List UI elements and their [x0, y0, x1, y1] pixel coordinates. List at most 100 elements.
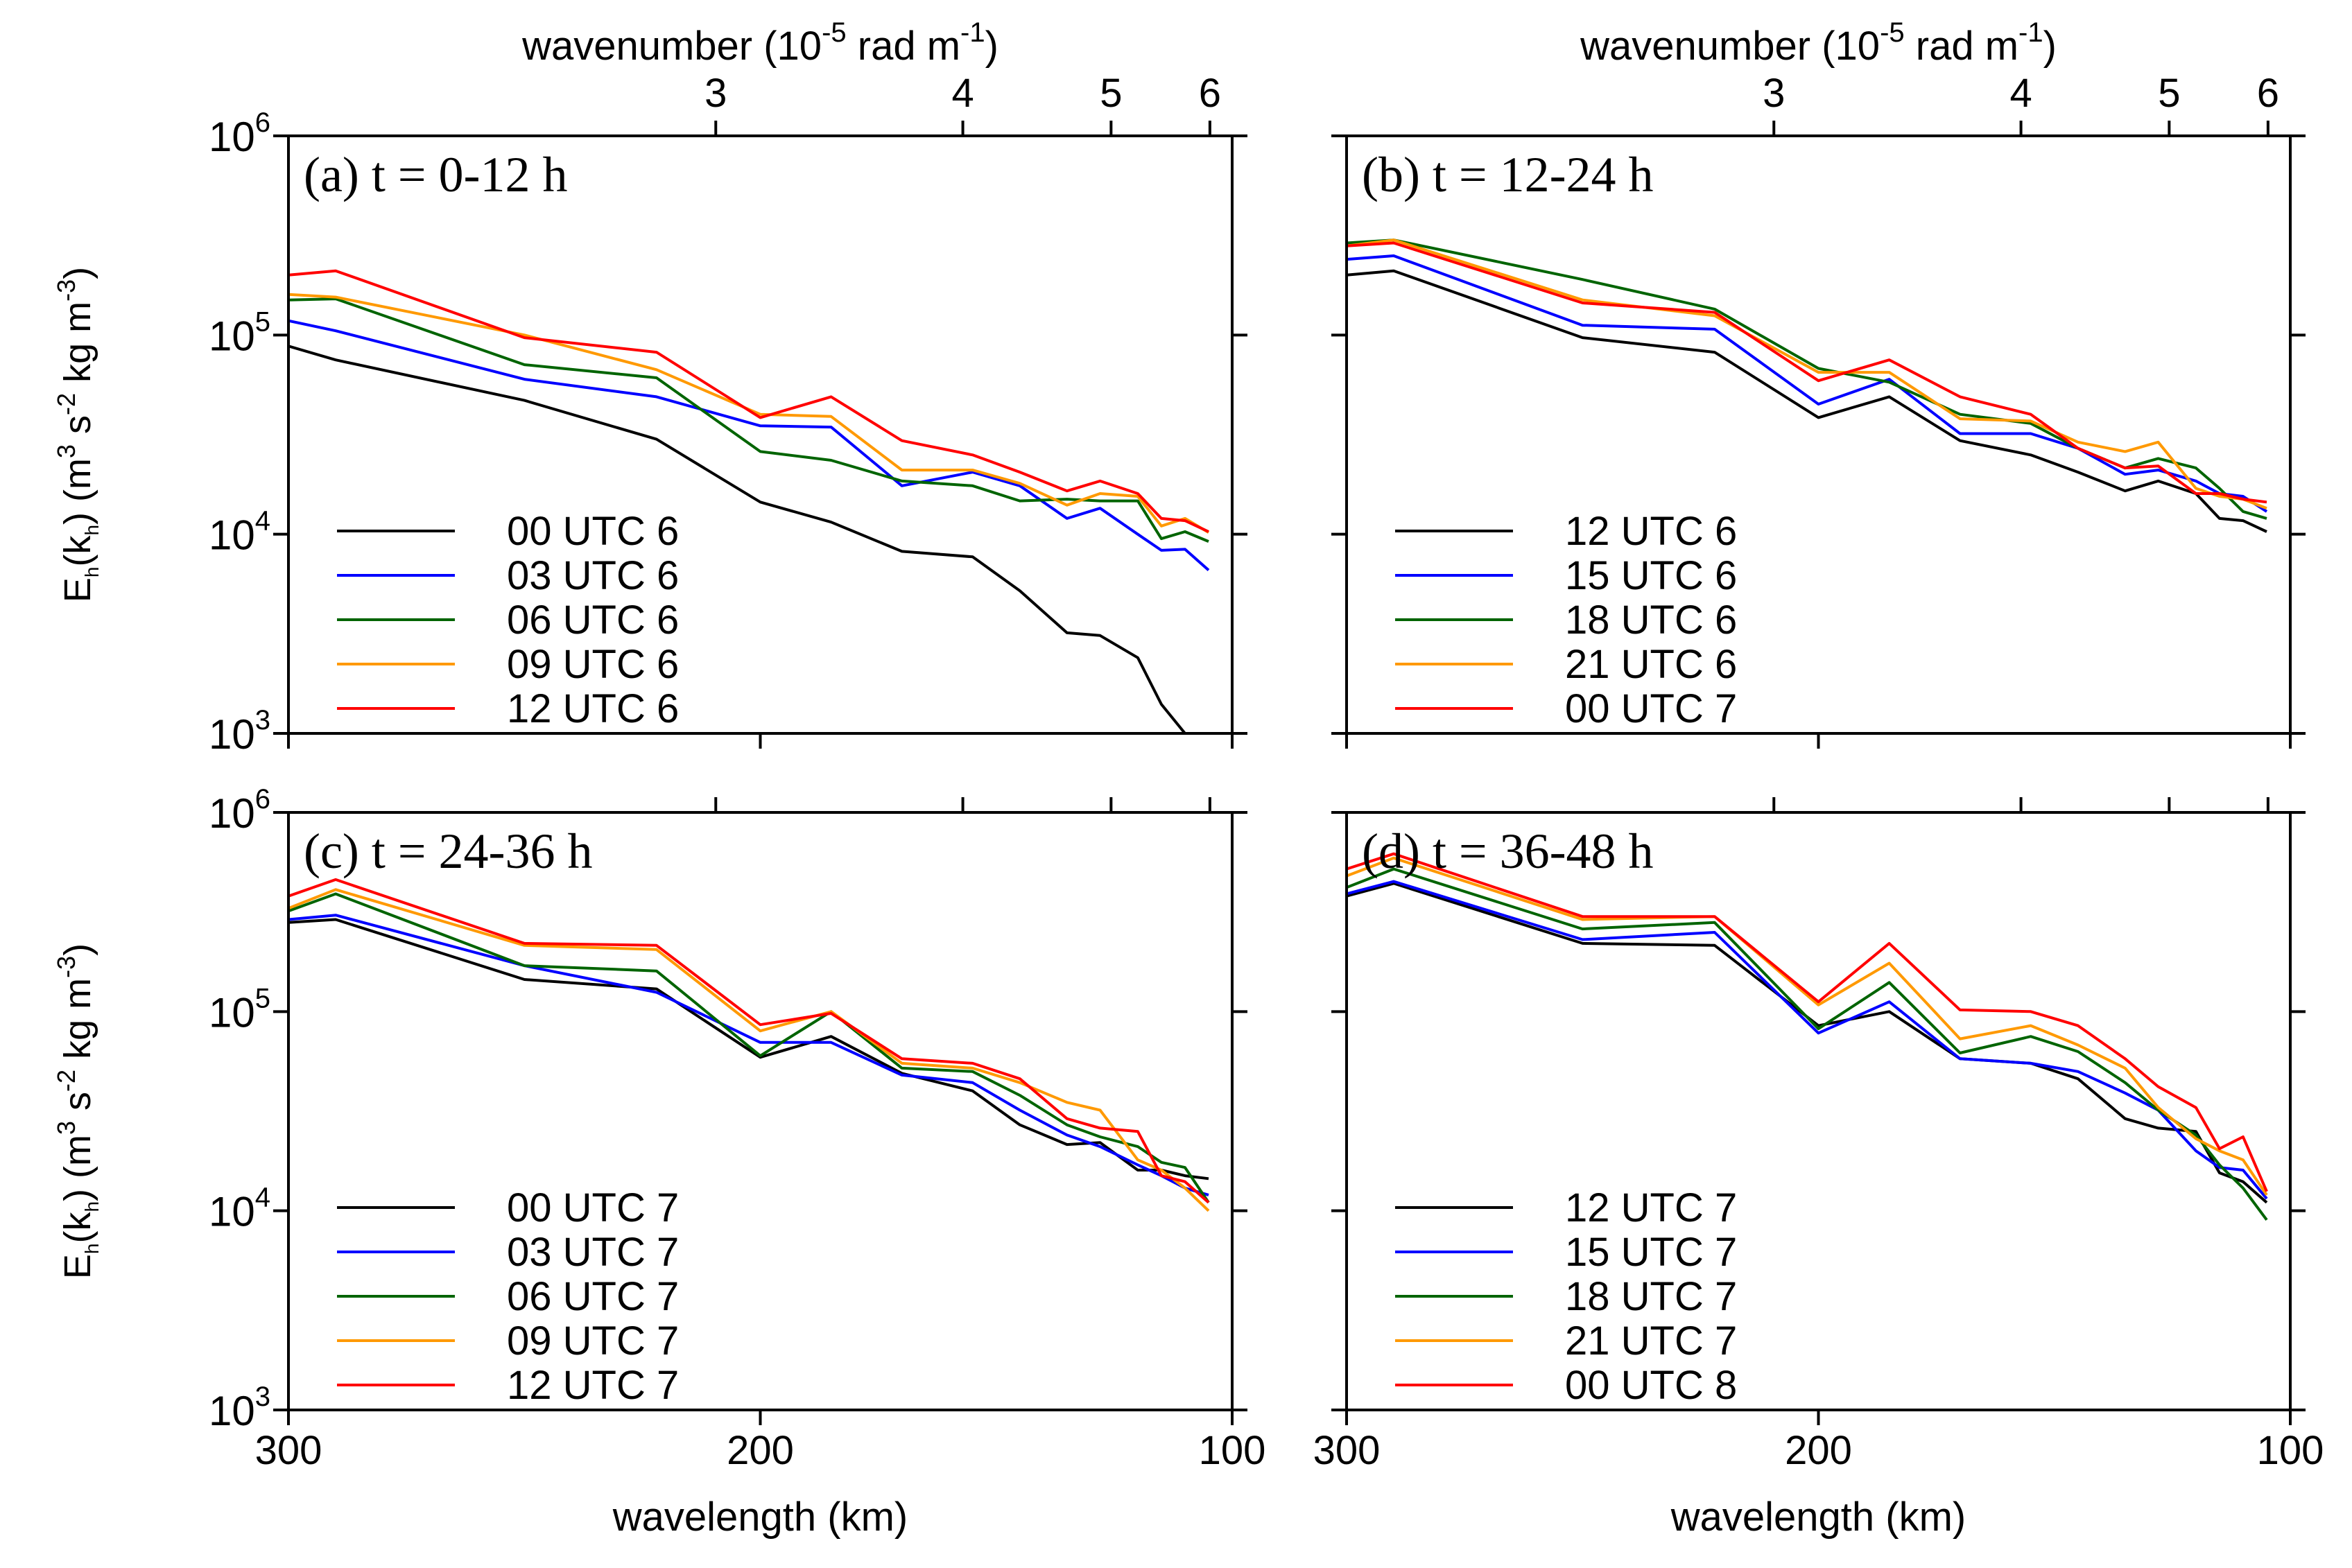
y-tick-label: 106: [209, 107, 270, 160]
panel-b: (b) t = 12-24 h 12 UTC 615 UTC 618 UTC 62…: [1331, 121, 2306, 749]
wavenumber-axis-label: wavenumber (10-5 rad m-1): [1580, 17, 2057, 69]
x-tick-label: 200: [1785, 1428, 1852, 1473]
ylab-exp: -3: [52, 956, 80, 978]
ylab-exp: 3: [52, 444, 80, 458]
series-line-5: [1347, 241, 2267, 504]
legend-label-3: 06 UTC 6: [507, 598, 679, 643]
legend-label-4: 21 UTC 7: [1565, 1318, 1737, 1364]
ylab-part: s: [57, 1092, 98, 1121]
y-tick-label: 105: [209, 306, 270, 359]
wavenumber-tick-label: 5: [1100, 71, 1122, 116]
panel-d: (d) t = 36-48 h 12 UTC 715 UTC 718 UTC 72…: [1331, 797, 2306, 1425]
ylab-exp: -2: [52, 393, 80, 415]
y-tick-exp: 6: [255, 784, 270, 815]
ylab-sub: h: [81, 525, 103, 536]
plot-frame: [1345, 134, 2292, 735]
y-axis-label: Eh(kh) (m3 s-2 kg m-3): [52, 267, 103, 602]
series-line-1: [288, 918, 1209, 1181]
series-line-3: [288, 892, 1210, 1203]
ylab-part: ): [57, 943, 98, 956]
wavenumber-tick-label: 4: [951, 71, 974, 116]
wn-label-part: rad m: [1905, 24, 2018, 69]
ylab-part: ) (m: [57, 458, 98, 525]
series-line-2: [1347, 880, 2268, 1200]
wn-label-part: ): [985, 24, 998, 69]
legend-label-2: 03 UTC 6: [507, 553, 679, 598]
legend-label-2: 15 UTC 7: [1565, 1230, 1737, 1275]
x-tick-label: 100: [2257, 1428, 2324, 1473]
legend-label-1: 00 UTC 7: [507, 1185, 679, 1230]
ylab-sub: h: [81, 1201, 103, 1212]
series-line-4: [288, 293, 1210, 534]
y-tick-exp: 4: [255, 1183, 270, 1213]
y-tick-exp: 5: [255, 983, 270, 1013]
plot-frame: [1345, 811, 2292, 1411]
y-tick-exp: 4: [255, 506, 270, 537]
ylab-part: ) (m: [57, 1135, 98, 1201]
wavenumber-tick-label: 4: [2009, 71, 2032, 116]
wn-label-exp: -1: [960, 17, 985, 48]
y-tick-base: 10: [209, 989, 255, 1036]
legend-label-1: 00 UTC 6: [507, 509, 679, 554]
ylab-sub: h: [81, 1244, 103, 1255]
panel-title: (b) t = 12-24 h: [1362, 147, 1654, 202]
x-tick-label: 300: [1313, 1428, 1381, 1473]
wn-label-exp: -5: [1880, 17, 1905, 48]
ylab-part: kg m: [57, 978, 98, 1070]
y-tick-base: 10: [209, 313, 255, 359]
panels-group: (a) t = 0-12 h00 UTC 603 UTC 606 UTC 609…: [273, 121, 2306, 1425]
legend-label-5: 12 UTC 7: [507, 1363, 679, 1408]
series-line-4: [1347, 856, 2268, 1196]
x-tick-label: 200: [727, 1428, 794, 1473]
y-tick-base: 10: [209, 1388, 255, 1434]
panel-title: (d) t = 36-48 h: [1362, 824, 1654, 879]
series-line-1: [288, 345, 1186, 733]
series-line-4: [288, 888, 1210, 1212]
y-tick-label: 103: [209, 1382, 270, 1434]
legend-label-2: 03 UTC 7: [507, 1230, 679, 1275]
ylab-part: s: [57, 415, 98, 444]
legend-label-4: 09 UTC 6: [507, 642, 679, 687]
panel-title: (c) t = 24-36 h: [304, 824, 593, 879]
ylab-exp: 3: [52, 1121, 80, 1135]
wn-label-part: rad m: [847, 24, 960, 69]
ylab-sub: h: [81, 567, 103, 578]
legend-label-1: 12 UTC 6: [1565, 509, 1737, 554]
series-line-2: [1347, 254, 2268, 513]
ylab-part: E: [57, 577, 98, 602]
y-tick-label: 106: [209, 784, 270, 837]
wn-label-part: ): [2043, 24, 2057, 69]
y-tick-exp: 3: [255, 705, 270, 735]
series-line-5: [288, 269, 1209, 533]
wavenumber-tick-label: 3: [1763, 71, 1785, 116]
legend-label-2: 15 UTC 6: [1565, 553, 1737, 598]
legend-label-5: 00 UTC 7: [1565, 686, 1737, 731]
series-line-3: [1347, 238, 2267, 520]
plot-frame: [287, 134, 1234, 735]
series-line-5: [1347, 852, 2268, 1192]
ylab-part: kg m: [57, 302, 98, 393]
x-tick-label: 300: [255, 1428, 322, 1473]
wavenumber-tick-label: 6: [2257, 71, 2279, 116]
wn-label-exp: -1: [2018, 17, 2043, 48]
wavenumber-tick-label: 6: [1199, 71, 1221, 116]
y-tick-base: 10: [209, 1189, 255, 1235]
ylab-exp: -2: [52, 1070, 80, 1092]
y-tick-base: 10: [209, 512, 255, 559]
series-line-2: [288, 914, 1209, 1196]
wn-label-part: wavenumber (10: [1580, 24, 1880, 69]
x-tick-label: 100: [1199, 1428, 1266, 1473]
series-line-1: [1347, 269, 2267, 533]
x-axis-label: wavelength (km): [1670, 1495, 1966, 1540]
y-tick-exp: 3: [255, 1382, 270, 1412]
legend-label-3: 18 UTC 6: [1565, 598, 1737, 643]
ylab-part: (k: [57, 535, 98, 567]
legend-label-5: 12 UTC 6: [507, 686, 679, 731]
series-line-3: [288, 297, 1209, 543]
panel-a: (a) t = 0-12 h 00 UTC 603 UTC 606 UTC 609…: [273, 121, 1247, 749]
legend-label-1: 12 UTC 7: [1565, 1185, 1737, 1230]
y-tick-label: 105: [209, 983, 270, 1036]
series-line-1: [1347, 882, 2268, 1204]
